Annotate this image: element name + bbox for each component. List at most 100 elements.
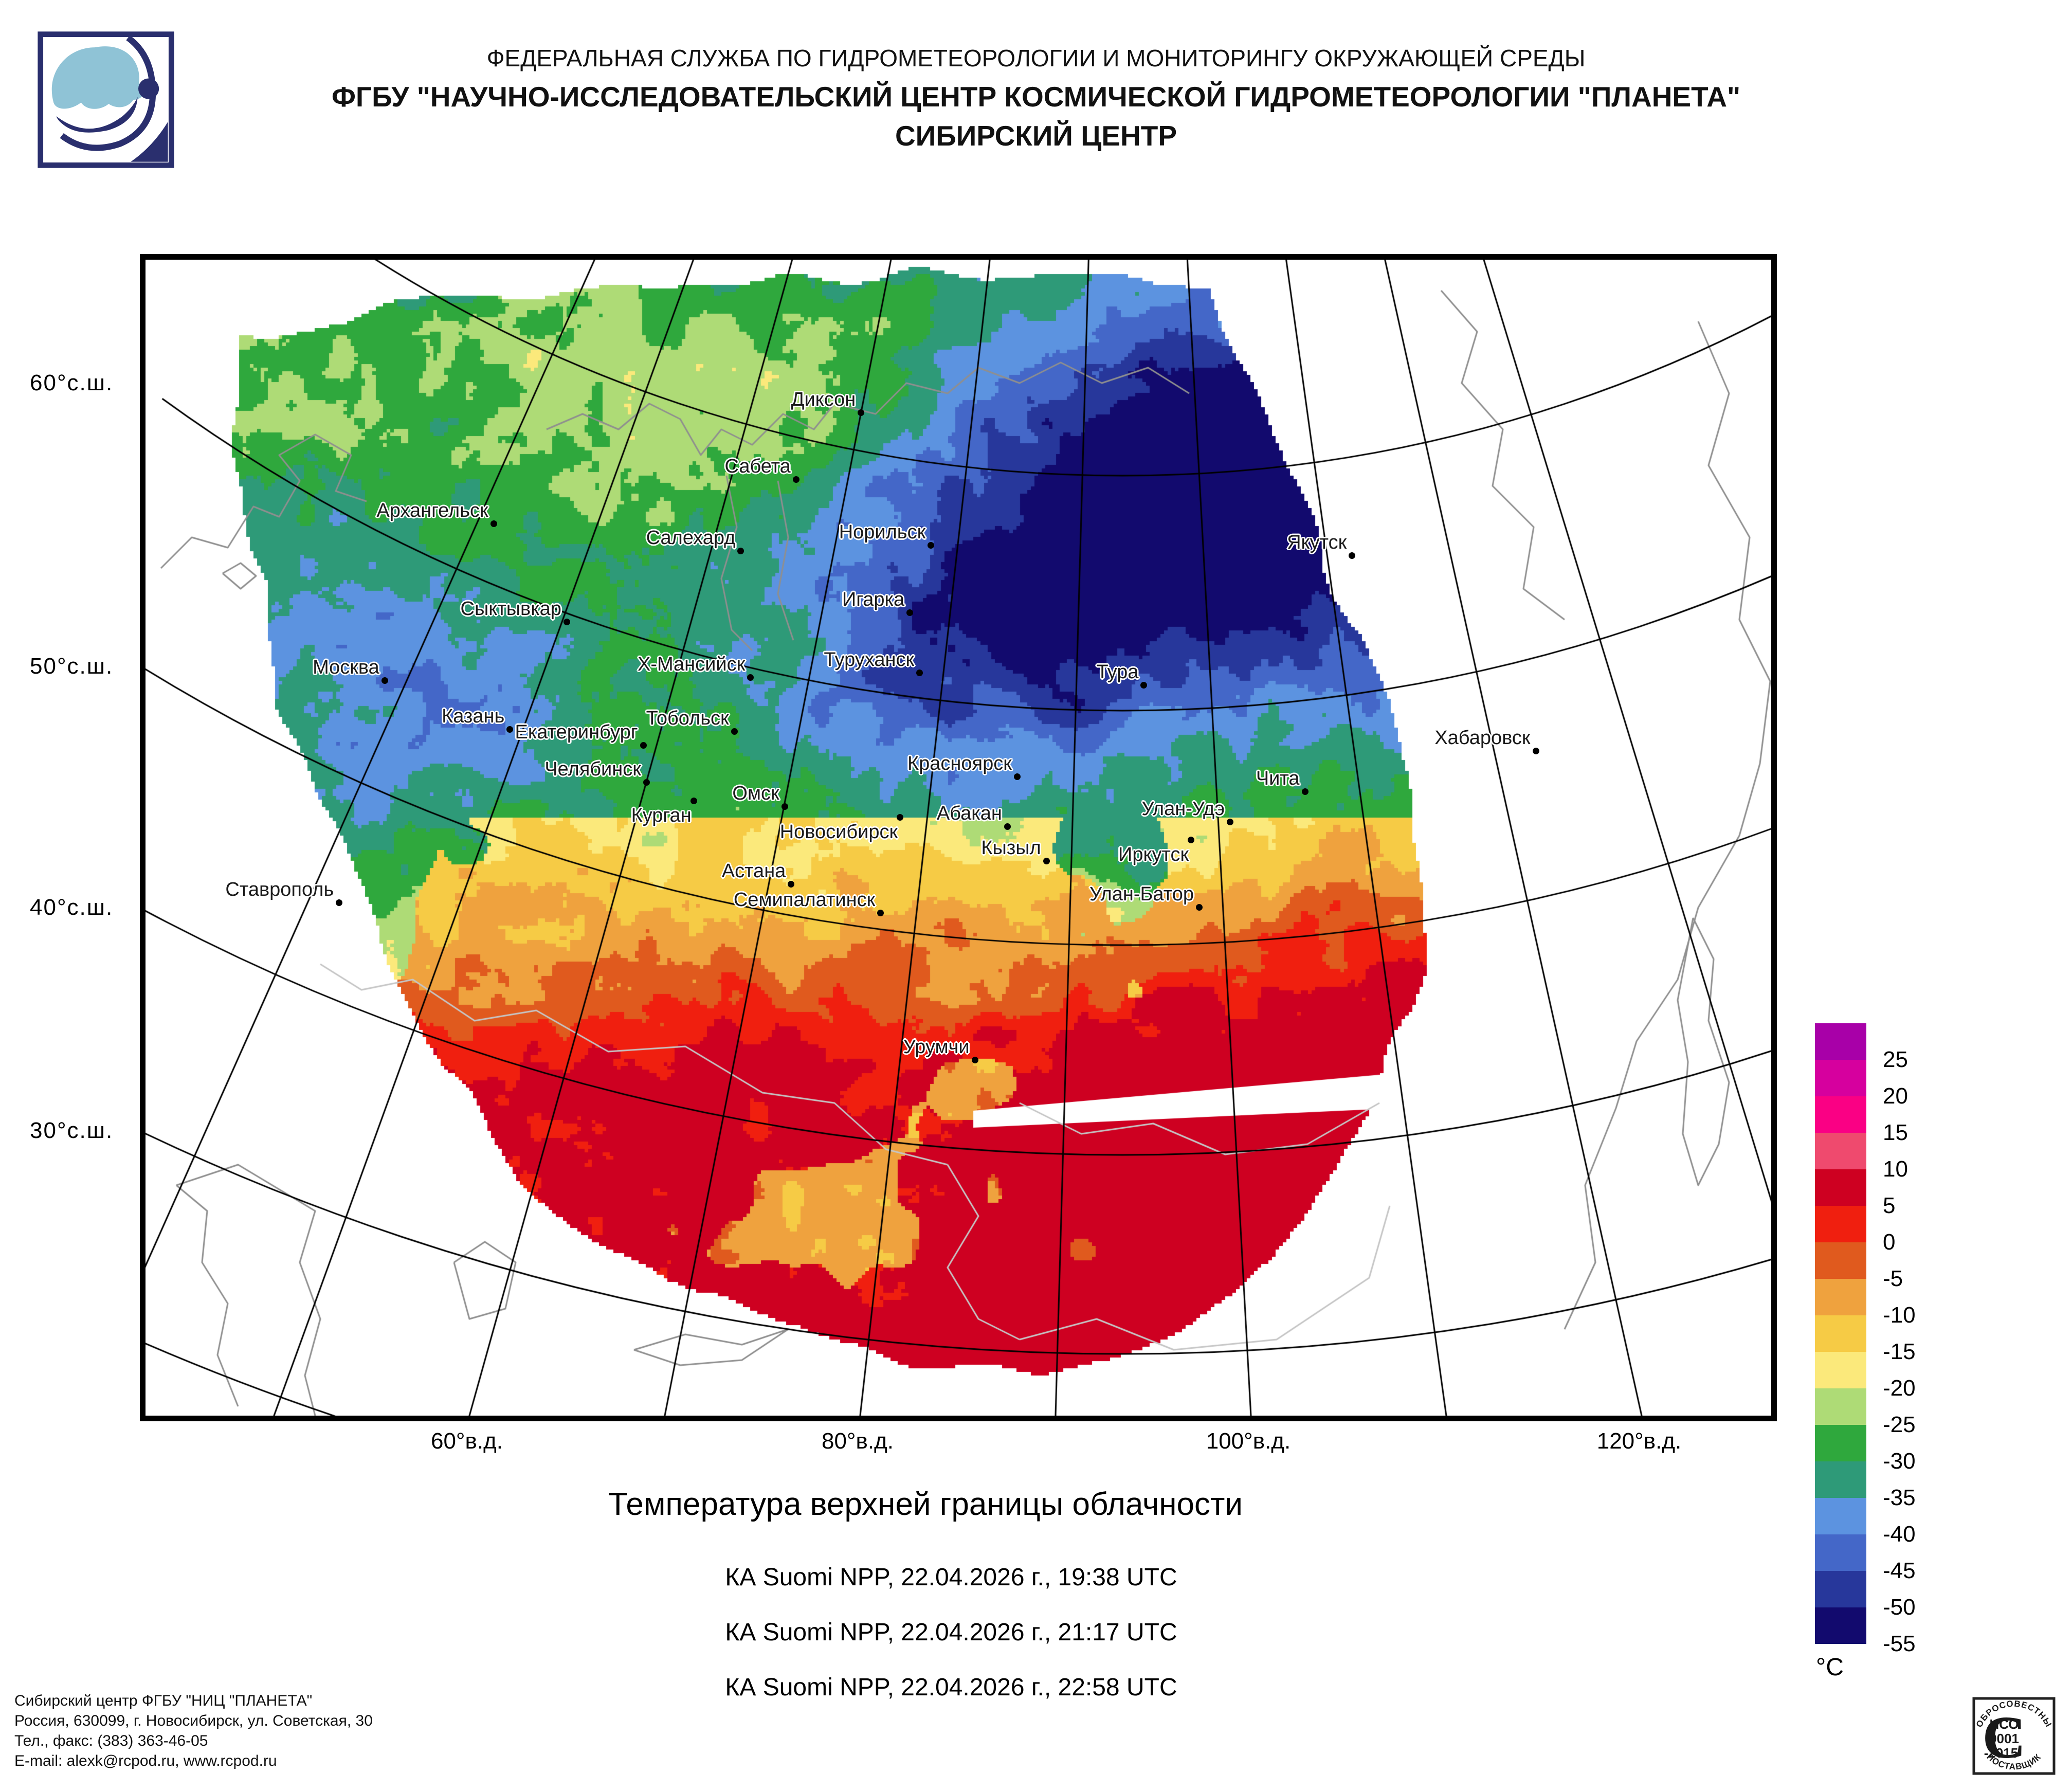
svg-text:ИСО: ИСО [1989, 1716, 2019, 1732]
city-dot-icon [640, 742, 647, 749]
legend-color-band [1815, 1023, 1866, 1060]
city-dot-icon [971, 1056, 978, 1063]
iso-9001-seal: C ДОБРОСОВЕСТНЫЙ ПОСТАВЩИК ИСО 9001 -201… [1972, 1697, 2056, 1775]
legend-color-band [1815, 1242, 1866, 1279]
satellite-pass-line: КА Suomi NPP, 22.04.2026 г., 22:58 UTC [725, 1674, 1177, 1701]
legend-color-band [1815, 1607, 1866, 1644]
city-label: Игарка [842, 588, 905, 610]
footer-line: Тел., факс: (383) 363-46-05 [14, 1732, 208, 1749]
city-label: Туруханск [824, 648, 915, 671]
city-dot-icon [1004, 823, 1011, 830]
satellite-pass-line: КА Suomi NPP, 22.04.2026 г., 19:38 UTC [725, 1564, 1177, 1591]
city-label: Иркутск [1118, 844, 1189, 866]
city-dot-icon [792, 476, 799, 483]
legend-color-band [1815, 1498, 1866, 1534]
legend-color-band [1815, 1534, 1866, 1571]
legend-color-band [1815, 1169, 1866, 1206]
svg-text:-2015: -2015 [1984, 1745, 2019, 1761]
city-dot-icon [1188, 837, 1195, 844]
legend-value-label: -30 [1883, 1449, 1916, 1474]
city-label: Астана [721, 860, 786, 882]
city-label: Омск [732, 783, 779, 805]
city-dot-icon [897, 813, 904, 821]
latitude-label: 50°с.ш. [30, 654, 114, 679]
city-dot-icon [1227, 818, 1234, 825]
legend-value-label: -25 [1883, 1412, 1916, 1437]
header-agency: ФЕДЕРАЛЬНАЯ СЛУЖБА ПО ГИДРОМЕТЕОРОЛОГИИ … [486, 45, 1586, 71]
city-dot-icon [1013, 773, 1021, 780]
city-dot-icon [858, 409, 865, 416]
longitude-label: 60°в.д. [430, 1428, 503, 1454]
city-dot-icon [731, 728, 738, 735]
legend-color-band [1815, 1571, 1866, 1607]
city-label: Диксон [791, 388, 856, 410]
city-dot-icon [563, 618, 570, 625]
footer-line: Россия, 630099, г. Новосибирск, ул. Сове… [14, 1712, 373, 1729]
legend-value-label: 25 [1883, 1047, 1908, 1072]
legend-value-label: -55 [1883, 1631, 1916, 1656]
legend-color-band [1815, 1388, 1866, 1425]
cloud-top-temperature-raster [146, 260, 1771, 1416]
legend-value-label: 0 [1883, 1229, 1896, 1255]
city-label: Архангельск [376, 499, 488, 521]
city-label: Семипалатинск [733, 889, 876, 911]
seal-c-glyph: C [1982, 1704, 2026, 1771]
footer-line: Сибирский центр ФГБУ "НИЦ "ПЛАНЕТА" [14, 1692, 313, 1709]
city-dot-icon [788, 880, 795, 888]
legend-value-label: 20 [1883, 1083, 1908, 1109]
legend-value-label: 5 [1883, 1193, 1896, 1218]
legend-value-label: -50 [1883, 1595, 1916, 1620]
city-label: Салехард [646, 527, 736, 549]
longitude-label: 100°в.д. [1206, 1428, 1291, 1454]
city-label: Казань [442, 705, 505, 727]
legend-color-band [1815, 1279, 1866, 1315]
legend-value-label: -15 [1883, 1339, 1916, 1364]
contact-info: Сибирский центр ФГБУ "НИЦ "ПЛАНЕТА" Росси… [14, 1691, 373, 1771]
city-label: Москва [313, 657, 379, 679]
header-center: СИБИРСКИЙ ЦЕНТР [895, 120, 1177, 152]
svg-text:9001: 9001 [1989, 1731, 2019, 1746]
city-dot-icon [877, 910, 884, 917]
legend-value-label: -40 [1883, 1522, 1916, 1547]
city-label: Урумчи [903, 1036, 970, 1058]
footer-line: E-mail: alexk@rcpod.ru, www.rcpod.ru [14, 1752, 277, 1769]
legend-value-label: -10 [1883, 1302, 1916, 1328]
legend-unit-label: °C [1816, 1654, 1844, 1681]
city-dot-icon [1195, 903, 1203, 911]
city-label: Курган [631, 805, 692, 827]
city-label: Екатеринбург [515, 721, 638, 744]
product-title: Температура верхней границы облачности [608, 1487, 1243, 1522]
legend-value-label: -20 [1883, 1376, 1916, 1401]
city-dot-icon [781, 803, 788, 810]
latitude-label: 30°с.ш. [30, 1118, 114, 1143]
city-label: Сабета [724, 456, 791, 478]
city-dot-icon [1301, 788, 1308, 795]
city-dot-icon [1349, 552, 1356, 559]
legend-color-band [1815, 1352, 1866, 1388]
city-label: Новосибирск [779, 821, 898, 843]
city-label: Ставрополь [225, 878, 334, 900]
city-dot-icon [643, 779, 650, 786]
legend-value-label: -5 [1883, 1266, 1903, 1291]
seal-center-text: ИСО 9001 [1989, 1716, 2019, 1746]
latitude-label: 40°с.ш. [30, 895, 114, 920]
legend-color-band [1815, 1133, 1866, 1169]
city-dot-icon [906, 609, 914, 616]
city-label: Чита [1256, 768, 1300, 790]
city-dot-icon [747, 674, 754, 681]
legend-value-label: -35 [1883, 1485, 1916, 1510]
legend-color-band [1815, 1461, 1866, 1498]
city-label: Тура [1096, 661, 1139, 683]
city-label: Кызыл [981, 837, 1041, 859]
city-dot-icon [690, 798, 697, 805]
legend-value-label: -45 [1883, 1558, 1916, 1583]
latitude-label: 60°с.ш. [30, 370, 114, 395]
legend-value-label: 15 [1883, 1120, 1908, 1145]
satellite-map: Диксон Сабета Норильск Игарка Туруханск Тура С… [140, 254, 1777, 1421]
legend-color-band [1815, 1425, 1866, 1461]
city-dot-icon [1140, 682, 1148, 689]
city-dot-icon [506, 726, 514, 733]
city-label: Сыктывкар [460, 598, 561, 620]
city-dot-icon [490, 520, 497, 527]
satellite-pass-list: КА Suomi NPP, 22.04.2026 г., 19:38 UTC КА… [463, 1563, 1440, 1728]
